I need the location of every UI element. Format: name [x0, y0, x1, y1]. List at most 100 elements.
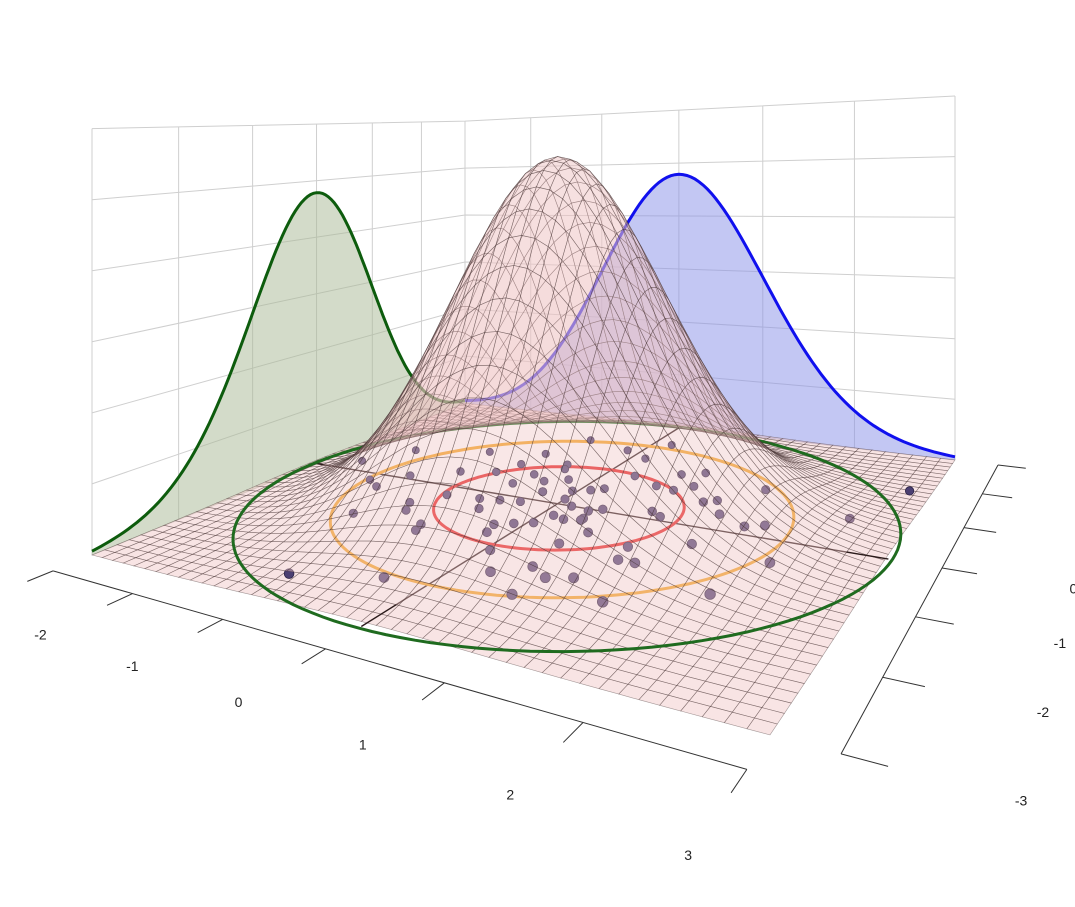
surface-cell: [482, 290, 502, 324]
surface-cell: [540, 192, 560, 224]
surface-cell: [716, 430, 735, 439]
surface-cell: [113, 546, 139, 556]
surface-cell: [184, 511, 208, 519]
surface-cell: [781, 455, 800, 464]
surface-cell: [728, 611, 756, 628]
surface-cell: [449, 510, 475, 537]
surface-cell: [597, 461, 621, 501]
surface-cell: [390, 399, 410, 422]
surface-cell: [620, 254, 640, 291]
surface-cell: [518, 163, 539, 184]
surface-cell: [528, 206, 548, 240]
surface-cell: [832, 491, 854, 502]
surface-cell: [619, 297, 639, 328]
surface-cell: [795, 446, 814, 452]
surface-cell: [595, 378, 613, 394]
surface-cell: [673, 589, 700, 608]
surface-cell: [412, 359, 432, 388]
surface-cell: [851, 451, 870, 457]
surface-cell: [307, 475, 328, 487]
scatter-point: [647, 506, 657, 517]
surface-cell: [732, 492, 756, 519]
surface-cell: [704, 425, 722, 435]
surface-cell: [570, 658, 600, 674]
surface-cell: [417, 432, 435, 437]
surface-cell: [215, 509, 239, 517]
surface-cell: [566, 426, 591, 470]
surface-cell: [402, 395, 426, 432]
surface-cell: [191, 548, 217, 557]
surface-cell: [403, 408, 423, 424]
surface-cell: [300, 489, 322, 504]
surface-cell: [490, 417, 506, 422]
surface-cell: [600, 410, 618, 418]
surface-cell: [630, 343, 649, 368]
scatter-point: [482, 527, 492, 538]
surface-cell: [778, 438, 796, 443]
surface-cell: [730, 575, 756, 594]
surface-cell: [189, 573, 216, 584]
surface-cell: [724, 430, 743, 440]
surface-cell: [561, 233, 584, 279]
surface-cell: [521, 193, 542, 225]
scatter-point: [583, 527, 594, 538]
surface-cell: [388, 435, 406, 443]
surface-cell: [569, 420, 585, 422]
surface-cell: [237, 564, 264, 576]
surface-cell: [834, 594, 860, 608]
surface-cell: [313, 496, 338, 514]
surface-cell: [202, 558, 228, 568]
surface-cell: [488, 369, 507, 392]
surface-cell: [247, 518, 271, 527]
surface-cell: [247, 525, 272, 534]
surface-cell: [589, 578, 616, 601]
surface-cell: [551, 410, 576, 455]
surface-cell: [386, 434, 403, 439]
surface-cell: [375, 433, 394, 445]
surface-cell: [435, 396, 455, 412]
surface-cell: [355, 443, 377, 471]
surface-cell: [309, 480, 331, 495]
surface-cell: [818, 617, 845, 632]
surface-cell: [296, 480, 317, 490]
surface-cell: [920, 459, 939, 466]
surface-cell: [754, 436, 775, 456]
surface-cell: [454, 457, 478, 488]
surface-cell: [311, 484, 333, 500]
surface-cell: [862, 470, 882, 478]
surface-cell: [237, 574, 264, 585]
scatter-point: [529, 470, 539, 479]
surface-cell: [549, 316, 568, 347]
surface-cell: [784, 479, 806, 495]
surface-cell: [417, 613, 446, 629]
surface-cell: [589, 170, 610, 195]
scatter-points: [283, 436, 915, 608]
surface-cell: [782, 535, 806, 553]
surface-cell: [707, 638, 736, 654]
surface-cell: [505, 416, 521, 420]
surface-cell: [407, 351, 428, 386]
surface-cell: [422, 420, 442, 430]
surface-cell: [410, 432, 428, 438]
surface-cell: [390, 429, 407, 434]
surface-cell: [760, 566, 785, 585]
surface-cell: [480, 364, 504, 402]
surface-cell: [706, 416, 726, 432]
surface-cell: [459, 411, 475, 416]
surface-cell: [308, 540, 334, 554]
surface-cell: [407, 434, 425, 439]
surface-cell: [528, 603, 556, 623]
surface-cell: [760, 663, 790, 679]
surface-cell: [468, 460, 493, 493]
surface-cell: [337, 485, 361, 507]
surface-cell: [406, 427, 423, 432]
surface-cell: [804, 450, 824, 457]
surface-cell: [352, 493, 376, 515]
surface-cell: [736, 426, 756, 442]
surface-cell: [658, 481, 683, 516]
surface-cell: [248, 548, 274, 559]
surface-cell: [675, 410, 694, 423]
surface-cell: [145, 554, 171, 564]
surface-cell: [516, 340, 540, 385]
surface-cell: [195, 506, 218, 514]
